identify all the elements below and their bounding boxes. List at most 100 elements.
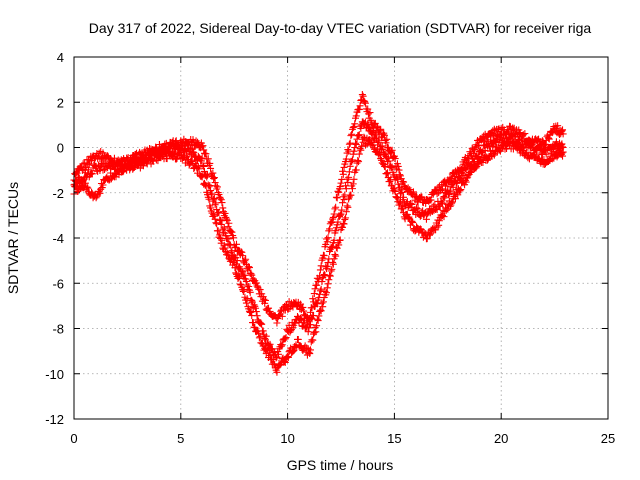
data-point	[335, 188, 343, 196]
data-point	[231, 264, 239, 272]
data-point	[497, 125, 505, 133]
data-point	[198, 142, 206, 150]
data-point	[398, 188, 406, 196]
data-point	[323, 289, 331, 297]
data-point	[472, 164, 480, 172]
data-point	[340, 220, 348, 228]
data-point	[328, 265, 336, 273]
data-point	[441, 194, 449, 202]
data-point	[473, 143, 481, 151]
data-point	[351, 120, 359, 128]
data-point	[262, 332, 270, 340]
data-point	[350, 175, 358, 183]
data-point	[210, 211, 218, 219]
data-point	[278, 341, 286, 349]
data-point	[364, 123, 372, 131]
data-point	[332, 227, 340, 235]
data-point	[97, 185, 105, 193]
data-point	[207, 164, 215, 172]
data-point	[210, 174, 218, 182]
data-point	[477, 136, 485, 144]
data-point	[272, 354, 280, 362]
data-point	[313, 281, 321, 289]
data-point	[361, 99, 369, 107]
data-point	[253, 282, 261, 290]
data-point	[369, 127, 377, 135]
data-point	[373, 122, 381, 130]
data-point	[337, 179, 345, 187]
data-point	[467, 168, 475, 176]
data-point	[245, 283, 253, 291]
data-point	[230, 259, 238, 267]
data-point	[199, 161, 207, 169]
data-point	[216, 194, 224, 202]
data-point	[242, 296, 250, 304]
data-point	[342, 155, 350, 163]
data-point	[217, 196, 225, 204]
data-point	[207, 204, 215, 212]
data-point	[413, 204, 421, 212]
data-point	[281, 335, 289, 343]
data-point	[88, 170, 96, 178]
data-point	[228, 247, 236, 255]
data-point	[395, 166, 403, 174]
data-point	[333, 244, 341, 252]
data-point	[347, 191, 355, 199]
data-point	[545, 135, 553, 143]
data-point	[404, 184, 412, 192]
data-point	[328, 218, 336, 226]
y-tick-label: -8	[52, 322, 64, 337]
data-point	[310, 329, 318, 337]
data-point	[172, 155, 180, 163]
data-point	[449, 183, 457, 191]
data-point	[99, 181, 107, 189]
data-point	[84, 161, 92, 169]
data-point	[559, 152, 567, 160]
data-point	[177, 137, 185, 145]
data-point	[359, 92, 367, 100]
data-point	[457, 186, 465, 194]
data-point	[416, 225, 424, 233]
data-point	[391, 155, 399, 163]
data-point	[79, 160, 87, 168]
data-point	[400, 178, 408, 186]
data-point	[375, 139, 383, 147]
data-point	[266, 351, 274, 359]
data-point	[342, 214, 350, 222]
data-point	[255, 334, 263, 342]
data-point	[260, 295, 268, 303]
x-tick-labels: 0 5 10 15 20 25	[70, 431, 615, 446]
data-point	[242, 299, 250, 307]
data-point	[342, 185, 350, 193]
data-point	[318, 278, 326, 286]
data-point	[352, 166, 360, 174]
data-point	[248, 297, 256, 305]
data-point	[252, 304, 260, 312]
data-point	[357, 146, 365, 154]
data-point	[339, 167, 347, 175]
data-point	[462, 178, 470, 186]
y-tick-label: 0	[57, 141, 64, 156]
y-tick-label: -6	[52, 276, 64, 291]
data-point	[440, 213, 448, 221]
data-point	[306, 350, 314, 358]
data-point	[559, 130, 567, 138]
data-point	[371, 131, 379, 139]
data-point	[354, 157, 362, 165]
y-tick-label: -12	[45, 412, 64, 427]
data-point	[88, 188, 96, 196]
data-point	[339, 170, 347, 178]
data-point	[416, 212, 424, 220]
data-point	[332, 193, 340, 201]
data-point	[408, 217, 416, 225]
data-point	[352, 140, 360, 148]
data-point	[370, 144, 378, 152]
data-point	[276, 361, 284, 369]
data-point	[316, 287, 324, 295]
data-point	[266, 307, 274, 315]
data-point	[236, 273, 244, 281]
data-point	[342, 208, 350, 216]
data-point	[242, 255, 250, 263]
data-point	[302, 312, 310, 320]
